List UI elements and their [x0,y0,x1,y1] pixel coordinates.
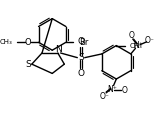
Text: CH₃: CH₃ [0,39,12,45]
Text: Br: Br [79,38,88,47]
Text: S: S [78,53,84,62]
Text: O: O [78,69,84,78]
Text: O: O [24,38,31,47]
Text: O: O [78,37,84,46]
Text: N⁺: N⁺ [133,41,143,50]
Text: N⁺: N⁺ [107,85,117,94]
Text: O⁻: O⁻ [99,92,109,101]
Text: S: S [25,60,31,69]
Text: O: O [122,86,128,95]
Text: O⁻: O⁻ [144,36,154,45]
Text: O: O [129,31,135,40]
Text: CH₃: CH₃ [129,43,142,49]
Text: N: N [55,45,62,54]
